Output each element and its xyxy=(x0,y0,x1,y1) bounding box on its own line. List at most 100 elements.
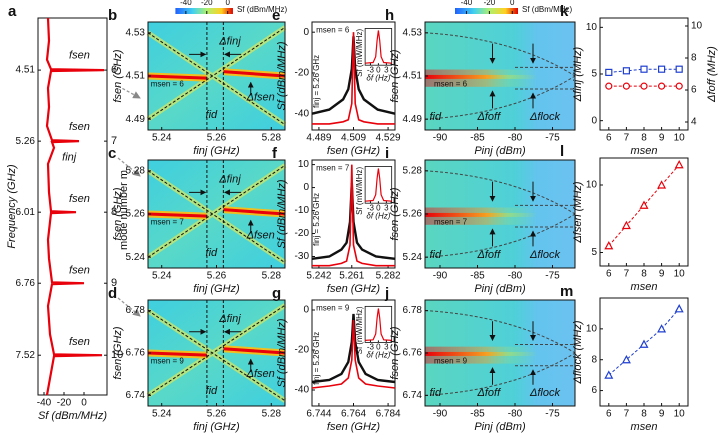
marker xyxy=(640,82,648,90)
annotation: fsen xyxy=(69,50,90,62)
colorbar-label: Sf (dBm/MHz) xyxy=(237,5,288,14)
heatmap-band xyxy=(425,74,538,79)
annotation: Δflock xyxy=(529,111,560,123)
y2-tick-label: 8 xyxy=(691,53,697,64)
annotation: fid xyxy=(206,109,219,121)
series-line xyxy=(608,164,680,247)
spectrum-trace xyxy=(311,313,396,384)
x-tick-label: -90 xyxy=(433,133,448,144)
spectrum-trace xyxy=(312,164,395,267)
x-tick-label: 5.26 xyxy=(207,271,227,282)
y-tick-label: 6.74 xyxy=(403,390,423,401)
y-tick-label: 5.26 xyxy=(126,209,146,220)
y-tick-label: 10 xyxy=(298,159,310,170)
annotation: Δflock xyxy=(529,387,560,399)
annotation: finj xyxy=(62,151,77,163)
y-tick-label: 6 xyxy=(591,385,597,396)
y-tick-label: 0 xyxy=(591,115,597,126)
annotation: fid xyxy=(430,249,443,261)
x-axis-label: finj (GHz) xyxy=(193,421,240,433)
x-tick-label: 7 xyxy=(624,409,630,420)
x-tick-label: -90 xyxy=(433,409,448,420)
x-tick-label: 5.26 xyxy=(207,133,227,144)
heatmap-band xyxy=(425,212,538,217)
y2-tick-label: 10 xyxy=(691,21,703,32)
x-tick-label: 6.784 xyxy=(376,409,401,420)
colorbar-tick-label: 0 xyxy=(225,0,230,7)
marker xyxy=(622,82,631,90)
plot-frame xyxy=(599,157,689,267)
colorbar-tick-label: -20 xyxy=(484,0,496,7)
annotation: fid xyxy=(430,387,443,399)
panel: c 5.24 5.26 5.28 5.24 5.26 5.28 finj (GHz) fsen … xyxy=(108,145,287,295)
plot-frame xyxy=(599,297,689,407)
heatmap-band xyxy=(425,351,538,356)
y-tick-label: 4.51 xyxy=(126,71,146,82)
marker xyxy=(674,304,684,313)
y-axis-label: Sf (dBm/MHz) xyxy=(276,318,288,387)
inset-trace xyxy=(365,30,392,64)
y-tick-label: 0 xyxy=(303,305,309,316)
annotation: msen = 7 xyxy=(434,218,468,227)
inset-trace xyxy=(365,168,392,202)
annotation: finj = 5.26 GHz xyxy=(312,332,321,385)
annotation: Δfinj xyxy=(218,313,241,325)
colorbar-tick-label: -20 xyxy=(201,0,213,7)
x-tick-label: 5.28 xyxy=(262,409,282,420)
annotation: fsen xyxy=(69,193,90,205)
x-tick-label: 6 xyxy=(606,269,612,280)
x-tick-label: 4.509 xyxy=(341,133,366,144)
x-tick-label: 10 xyxy=(674,269,686,280)
panel-label: d xyxy=(108,285,117,302)
x-tick-label: 10 xyxy=(674,409,686,420)
x-tick-label: 5.26 xyxy=(207,409,227,420)
y-tick-label: 5.24 xyxy=(403,252,423,263)
y-tick-label: 6.76 xyxy=(16,278,36,289)
panel: a -40 -20 0 4.51 5.26 6.01 6.76 7.52 Sf (dBm/MHz)… xyxy=(6,3,130,422)
colorbar-tick-label: 0 xyxy=(510,0,515,7)
x-axis-label: Pinj (dBm) xyxy=(474,421,526,433)
y-tick-label: 6.78 xyxy=(403,305,423,316)
y-axis-label: Δfinj (MHz) xyxy=(572,46,584,102)
inset-x-label: δf (Hz) xyxy=(366,211,390,220)
y-tick-label: -10 xyxy=(295,205,310,216)
annotation: fid xyxy=(206,247,219,259)
panel: j -90 -85 -80 -75 6.74 6.76 6.78 Pinj (dBm) fsen … xyxy=(384,285,576,433)
x-tick-label: 6 xyxy=(606,133,612,144)
y-axis-label: fsen (GHz) xyxy=(112,187,124,241)
plot-frame xyxy=(311,159,396,269)
y-tick-label: -40 xyxy=(295,108,310,119)
annotation: msen = 9 xyxy=(151,357,185,366)
x-tick-label: 8 xyxy=(641,269,647,280)
plot-frame xyxy=(599,17,689,131)
panel: e 4.489 4.509 4.529 -40 -20 0 fsen (GHz) Sf (dBm… xyxy=(272,7,401,157)
y-tick-label: 6.76 xyxy=(403,348,423,359)
x-tick-label: 6 xyxy=(606,409,612,420)
x-tick-label: 0 xyxy=(81,398,87,409)
y-tick-label: 6.01 xyxy=(16,207,36,218)
y-tick-label: 5 xyxy=(591,69,597,80)
marker xyxy=(657,180,667,189)
y-tick-label: -30 xyxy=(295,251,310,262)
y-tick-label: -20 xyxy=(295,228,310,239)
y-axis-label: Frequency (GHz) xyxy=(6,164,18,249)
annotation: Δfsen xyxy=(246,230,275,242)
x-axis-label: fsen (GHz) xyxy=(327,283,381,295)
y-tick-label: 6.74 xyxy=(126,390,146,401)
x-tick-label: 6.744 xyxy=(306,409,331,420)
inset-tick-label: 0 xyxy=(376,65,381,74)
x-tick-label: -85 xyxy=(470,133,485,144)
guide-lines xyxy=(147,300,286,406)
annotation: Δfoff xyxy=(477,249,502,261)
x-tick-label: 4.489 xyxy=(306,133,331,144)
plot-frame xyxy=(37,17,108,396)
annotation: msen = 6 xyxy=(151,80,185,89)
colorbar xyxy=(175,8,233,14)
x-tick-label: -85 xyxy=(470,271,485,282)
marker xyxy=(657,324,667,333)
x-tick-label: 9 xyxy=(659,269,665,280)
x-tick-label: 6.764 xyxy=(341,409,366,420)
y-tick-label: 4.49 xyxy=(403,114,423,125)
panel-label: a xyxy=(8,3,17,20)
